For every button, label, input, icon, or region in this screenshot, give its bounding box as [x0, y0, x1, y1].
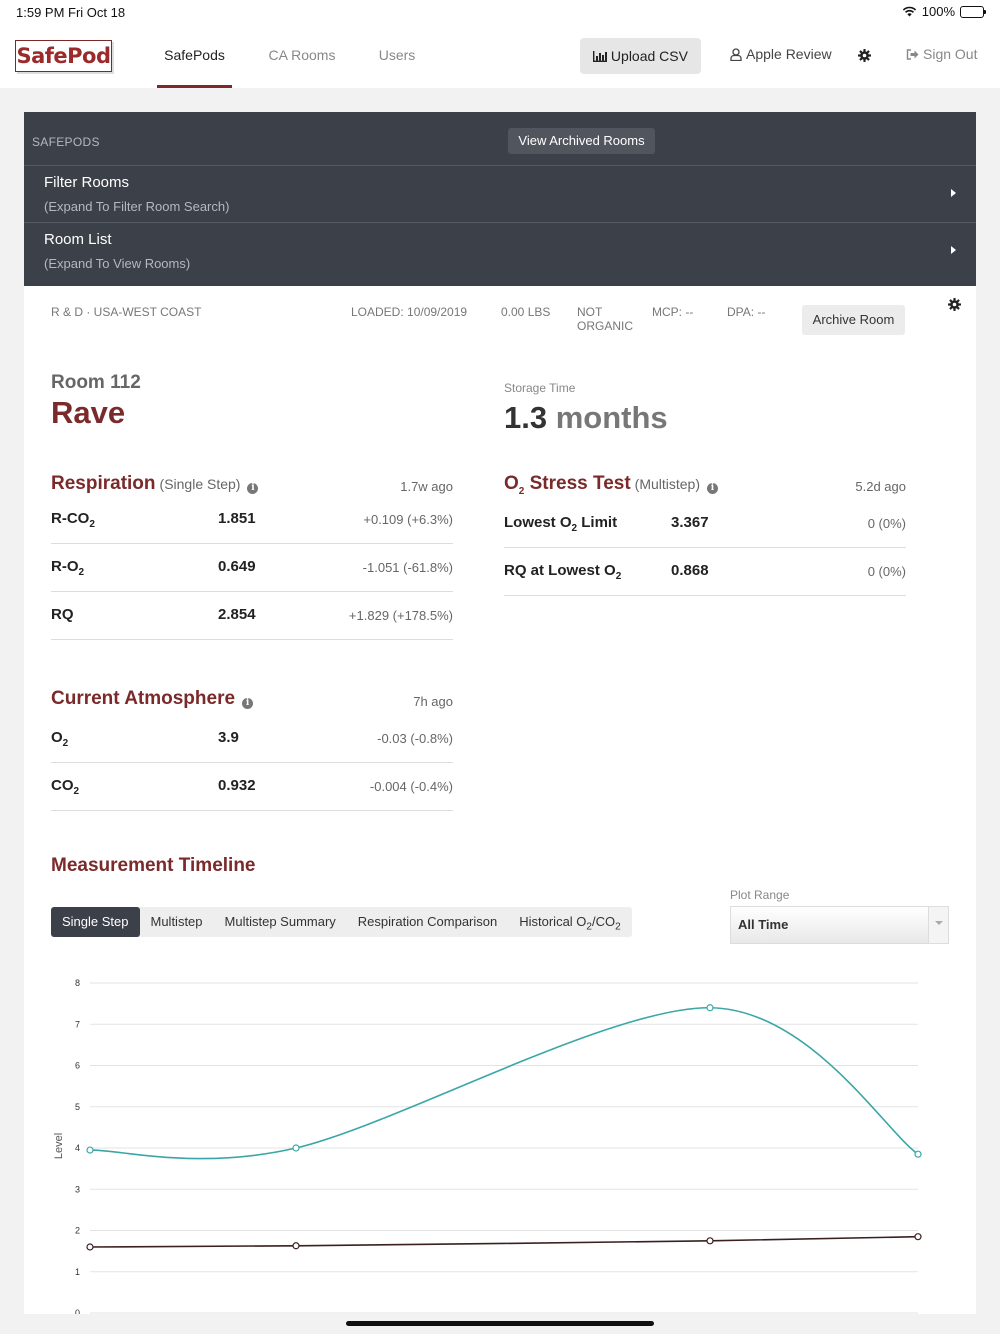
storage-time-label: Storage Time [504, 381, 576, 395]
caret-right-icon [951, 189, 956, 197]
tab-respiration-comparison[interactable]: Respiration Comparison [357, 914, 498, 929]
battery-icon [960, 5, 986, 18]
filter-rooms-row[interactable]: Filter Rooms (Expand To Filter Room Sear… [24, 166, 976, 223]
status-time: 1:59 PM Fri Oct 18 [16, 5, 126, 20]
metric-row-lowest-o2: Lowest O2 Limit 3.367 0 (0%) [504, 500, 906, 548]
metric-row-rq: RQ 2.854 +1.829 (+178.5%) [51, 592, 453, 640]
status-bar: 1:59 PM Fri Oct 18 100% [0, 0, 1000, 26]
metric-row-r-o2: R-O2 0.649 -1.051 (-61.8%) [51, 544, 453, 592]
tab-ca-rooms[interactable]: CA Rooms [268, 47, 336, 63]
room-weight: 0.00 LBS [501, 305, 551, 319]
room-list-title: Room List [44, 231, 112, 248]
battery-indicator: 100% [902, 4, 986, 19]
battery-percent: 100% [921, 4, 955, 19]
plot-range-label: Plot Range [730, 888, 790, 902]
room-detail: R & D · USA-WEST COAST LOADED: 10/09/201… [24, 286, 976, 1314]
y-tick-label: 4 [75, 1143, 80, 1153]
y-axis-label: Level [53, 1133, 65, 1159]
y-tick-label: 5 [75, 1102, 80, 1112]
room-dpa: DPA: -- [727, 305, 766, 319]
tab-users[interactable]: Users [378, 47, 416, 63]
user-icon [730, 47, 742, 61]
tab-multistep[interactable]: Multistep [150, 914, 203, 929]
y-tick-label: 1 [75, 1267, 80, 1277]
measurement-timeline-title: Measurement Timeline [51, 855, 256, 876]
series-line-0 [89, 1006, 919, 1160]
atmosphere-title: Current Atmosphere i [51, 688, 254, 710]
data-point [914, 1150, 922, 1158]
y-tick-label: 2 [75, 1226, 80, 1236]
home-indicator [346, 1321, 654, 1326]
respiration-title: Respiration (Single Step) i [51, 473, 259, 495]
measurement-chart: 0 1 2 3 4 5 6 7 8 Level [53, 978, 922, 1314]
info-icon[interactable]: i [247, 483, 259, 494]
sign-out-icon [906, 48, 919, 60]
room-number: Room 112 [51, 372, 141, 393]
wifi-icon [902, 6, 916, 17]
safepod-logo[interactable]: SafePod [15, 40, 112, 72]
room-settings-gear-icon[interactable] [948, 298, 961, 311]
tab-multistep-summary[interactable]: Multistep Summary [224, 914, 336, 929]
data-point [292, 1144, 300, 1152]
data-point [86, 1146, 94, 1154]
room-mcp: MCP: -- [652, 305, 694, 319]
view-archived-rooms-button[interactable]: View Archived Rooms [508, 128, 655, 154]
data-point [292, 1242, 300, 1250]
data-point [706, 1237, 714, 1245]
y-tick-label: 3 [75, 1184, 80, 1194]
room-name: Rave [51, 395, 126, 430]
room-loaded-date: LOADED: 10/09/2019 [351, 305, 468, 319]
room-location: R & D · USA-WEST COAST [51, 305, 202, 319]
tab-historical-o2-co2[interactable]: Historical O2/CO2 [519, 914, 621, 933]
sign-out-label: Sign Out [923, 46, 978, 62]
atmosphere-updated: 7h ago [413, 694, 453, 709]
tab-single-step[interactable]: Single Step [51, 907, 140, 937]
filter-rooms-title: Filter Rooms [44, 174, 130, 191]
data-point [86, 1243, 94, 1251]
info-icon[interactable]: i [242, 698, 254, 709]
top-nav: SafePod SafePods CA Rooms Users Upload C… [0, 26, 1000, 88]
y-tick-label: 0 [75, 1308, 80, 1314]
metric-row-o2: O2 3.9 -0.03 (-0.8%) [51, 715, 453, 763]
respiration-updated: 1.7w ago [400, 479, 453, 494]
series-line-1 [89, 1235, 919, 1248]
info-icon[interactable]: i [707, 483, 719, 494]
chevron-down-icon [928, 907, 948, 943]
y-tick-label: 7 [75, 1019, 80, 1029]
tab-safepods[interactable]: SafePods [157, 26, 232, 88]
timeline-tabs: Single Step Multistep Multistep Summary … [51, 907, 632, 937]
metric-row-co2: CO2 0.932 -0.004 (-0.4%) [51, 763, 453, 811]
y-tick-label: 6 [75, 1061, 80, 1071]
stress-test-title: O2 Stress Test (Multistep) i [504, 473, 719, 497]
storage-time-value: 1.3 months [504, 400, 668, 435]
apple-review-link[interactable]: Apple Review [730, 46, 832, 62]
bar-chart-icon [593, 51, 608, 62]
apple-review-label: Apple Review [746, 46, 832, 62]
filter-rooms-subtitle: (Expand To Filter Room Search) [44, 199, 230, 214]
room-list-subtitle: (Expand To View Rooms) [44, 256, 191, 271]
safepods-panel: SAFEPODS View Archived Rooms Filter Room… [24, 112, 976, 286]
data-point [706, 1004, 714, 1012]
data-point [914, 1233, 922, 1241]
stress-test-updated: 5.2d ago [855, 479, 906, 494]
upload-csv-button[interactable]: Upload CSV [580, 38, 701, 74]
metric-row-rq-lowest-o2: RQ at Lowest O2 0.868 0 (0%) [504, 548, 906, 596]
room-list-row[interactable]: Room List (Expand To View Rooms) [24, 223, 976, 280]
panel-label: SAFEPODS [32, 135, 100, 149]
sign-out-link[interactable]: Sign Out [906, 46, 977, 62]
plot-range-select[interactable]: All Time [730, 906, 949, 944]
metric-row-r-co2: R-CO2 1.851 +0.109 (+6.3%) [51, 496, 453, 544]
caret-right-icon [951, 246, 956, 254]
archive-room-button[interactable]: Archive Room [802, 305, 905, 335]
settings-gear-icon[interactable] [858, 49, 871, 62]
y-tick-label: 8 [75, 978, 80, 988]
room-organic-status: NOT ORGANIC [577, 305, 634, 333]
upload-csv-label: Upload CSV [610, 48, 688, 64]
